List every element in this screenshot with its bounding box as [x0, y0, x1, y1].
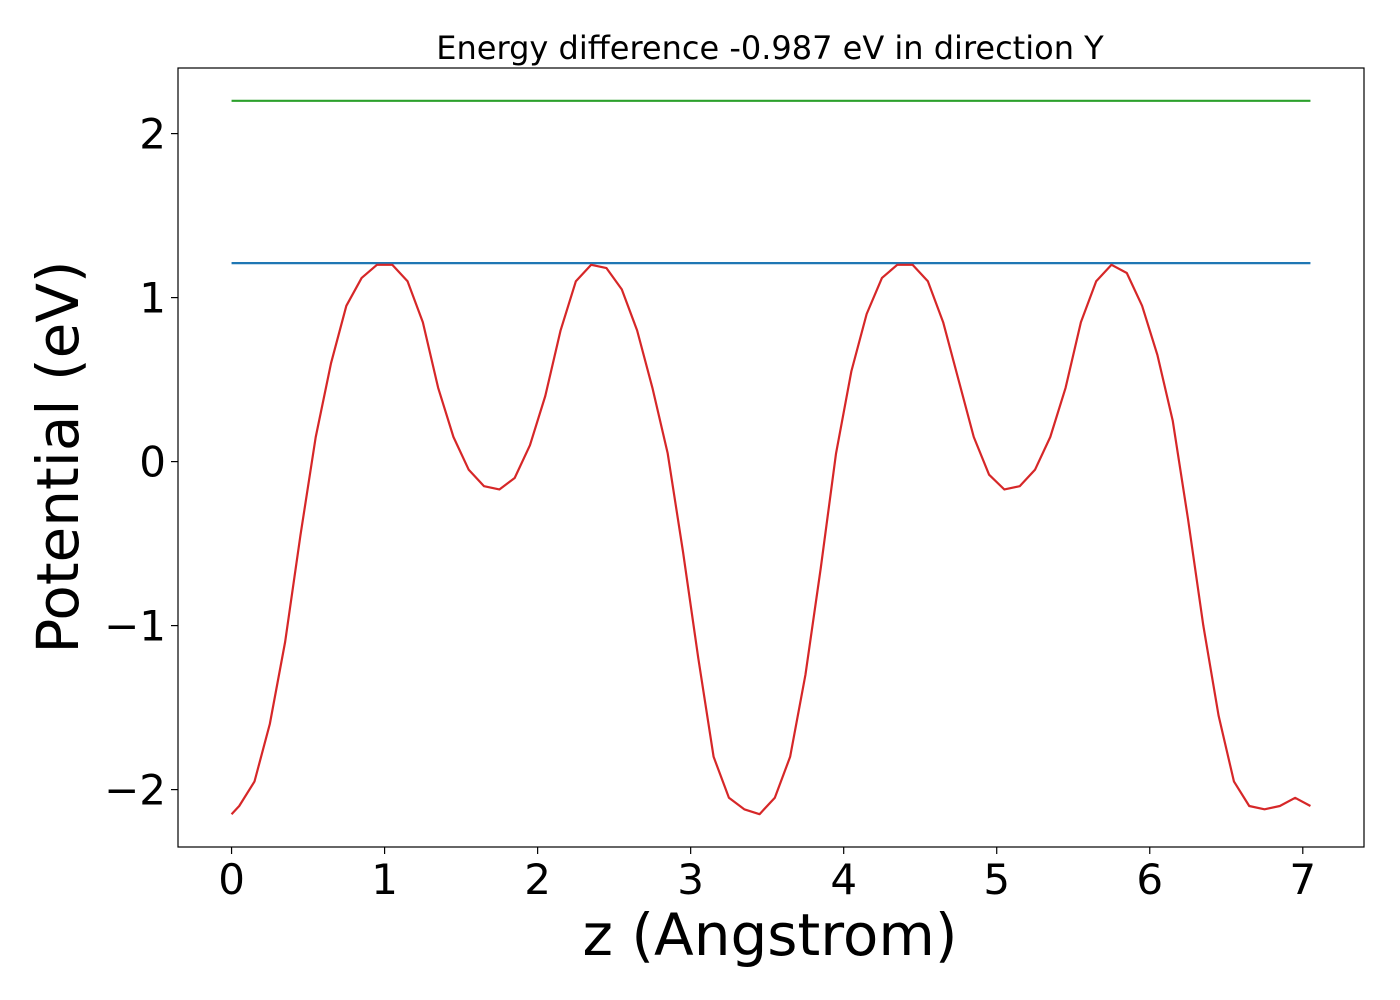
x-tick-label: 7 [1289, 855, 1316, 904]
x-tick-label: 0 [218, 855, 245, 904]
x-tick-label: 2 [524, 855, 551, 904]
x-tick-label: 3 [677, 855, 704, 904]
y-tick-label: −2 [104, 766, 166, 815]
y-tick-label: 0 [139, 438, 166, 487]
plot-frame [177, 67, 1365, 848]
y-axis-ticks: −2 −1 0 1 2 [104, 110, 178, 815]
series-line-3 [230, 263, 1311, 816]
y-tick-label: 1 [139, 274, 166, 323]
chart-title: Energy difference -0.987 eV in direction… [436, 29, 1104, 67]
x-axis-label: z (Angstrom) [583, 901, 958, 969]
x-tick-label: 1 [371, 855, 398, 904]
y-tick-label: −1 [104, 602, 166, 651]
x-tick-label: 5 [983, 855, 1010, 904]
plot-area [230, 99, 1311, 816]
y-tick-label: 2 [139, 110, 166, 159]
y-axis-label: Potential (eV) [24, 260, 92, 653]
x-axis-ticks: 0 1 2 3 4 5 6 7 [218, 847, 1316, 904]
x-tick-label: 4 [830, 855, 857, 904]
x-tick-label: 6 [1136, 855, 1163, 904]
